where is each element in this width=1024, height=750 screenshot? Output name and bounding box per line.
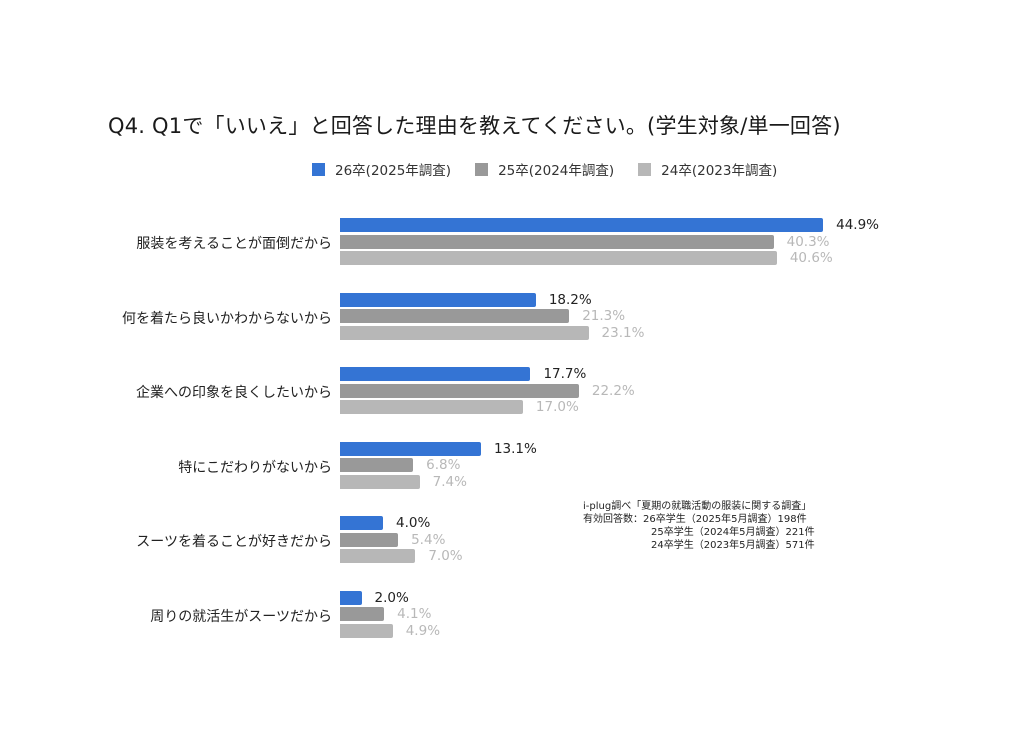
legend-label: 26卒(2025年調査)	[335, 163, 452, 179]
value-label: 4.9%	[405, 622, 441, 639]
value-label: 7.4%	[432, 473, 467, 490]
bar	[340, 590, 362, 605]
legend-swatch-icon	[638, 162, 652, 176]
category-label: 何を着たら良いかわからないから	[122, 310, 332, 327]
bar-row: 22.2%	[340, 382, 635, 399]
value-label: 13.1%	[493, 440, 537, 457]
bar-group: 企業への印象を良くしたいから 17.7% 22.2% 17.0%	[0, 366, 1024, 417]
bar	[340, 383, 579, 398]
bar-row: 6.8%	[340, 457, 461, 473]
source-line: i-plug調べ「夏期の就職活動の服装に関する調査」	[583, 501, 812, 512]
sample-line-1: 有効回答数：26卒学生（2025年5月調査）198件	[583, 514, 807, 525]
bar-row: 17.0%	[340, 399, 579, 415]
legend-swatch-icon	[312, 162, 325, 176]
value-label: 7.0%	[428, 548, 463, 564]
legend: 26卒(2025年調査) 25卒(2024年調査) 24卒(2023年調査)	[312, 159, 777, 179]
bar-row: 23.1%	[340, 324, 645, 341]
value-label: 23.1%	[601, 324, 645, 341]
bar-row: 40.6%	[340, 250, 833, 266]
sample-line-2: 25卒学生（2024年5月調査）221件	[651, 527, 815, 538]
bar	[340, 549, 416, 563]
bar-group: 周りの就活生がスーツだから 2.0% 4.1% 4.9%	[0, 589, 1024, 641]
bar	[340, 441, 481, 456]
bar-row: 40.3%	[340, 233, 830, 250]
value-label: 6.8%	[426, 457, 461, 473]
bar-group: スーツを着ることが好きだから 4.0% 5.4% 7.0%	[0, 515, 1024, 566]
bar-row: 5.4%	[340, 531, 446, 548]
value-label: 40.6%	[789, 250, 833, 266]
bar-row: 4.9%	[340, 622, 441, 639]
value-label: 2.0%	[374, 589, 409, 606]
bar	[340, 218, 824, 232]
category-label: 企業への印象を良くしたいから	[136, 385, 332, 401]
bar	[340, 532, 399, 547]
bar-group: 服装を考えることが面倒だから 44.9% 40.3% 40.6%	[0, 217, 1024, 268]
bar-group: 特にこだわりがないから 13.1% 6.8% 7.4%	[0, 440, 1024, 492]
bar-row: 7.4%	[340, 473, 467, 490]
value-label: 18.2%	[548, 291, 592, 308]
bar	[340, 516, 384, 530]
bar	[340, 623, 393, 638]
bar-row: 44.9%	[340, 217, 879, 233]
bar	[340, 474, 420, 489]
value-label: 21.3%	[582, 308, 626, 324]
bar	[340, 251, 777, 265]
bar	[340, 458, 414, 472]
source-note: i-plug調べ「夏期の就職活動の服装に関する調査」 有効回答数：26卒学生（2…	[583, 500, 815, 552]
bar-row: 18.2%	[340, 291, 592, 308]
value-label: 5.4%	[411, 531, 446, 548]
legend-label: 25卒(2024年調査)	[498, 163, 615, 179]
category-label: 特にこだわりがないから	[178, 459, 332, 476]
bar	[340, 292, 536, 307]
bar	[340, 607, 385, 621]
chart-title: Q4. Q1で「いいえ」と回答した理由を教えてください。(学生対象/単一回答)	[108, 114, 841, 138]
value-label: 17.0%	[535, 399, 579, 415]
bar-row: 4.0%	[340, 515, 431, 531]
bar	[340, 367, 531, 381]
legend-item-25: 25卒(2024年調査)	[475, 159, 614, 179]
bar-row: 7.0%	[340, 548, 463, 564]
bar-row: 2.0%	[340, 589, 409, 606]
category-label: スーツを着ることが好きだから	[136, 534, 332, 550]
bar	[340, 400, 523, 414]
legend-label: 24卒(2023年調査)	[661, 163, 778, 179]
bar-row: 17.7%	[340, 366, 587, 382]
legend-item-26: 26卒(2025年調査)	[312, 159, 451, 179]
bar-row: 4.1%	[340, 606, 432, 622]
category-label: 服装を考えることが面倒だから	[136, 236, 332, 252]
value-label: 17.7%	[543, 366, 587, 382]
legend-swatch-icon	[475, 162, 489, 176]
value-label: 44.9%	[836, 217, 879, 233]
bar-row: 21.3%	[340, 308, 626, 324]
bar-group: 何を着たら良いかわからないから 18.2% 21.3% 23.1%	[0, 291, 1024, 343]
bar	[340, 325, 589, 340]
bar-row: 13.1%	[340, 440, 537, 457]
value-label: 4.0%	[396, 515, 431, 531]
bar	[340, 234, 774, 249]
legend-item-24: 24卒(2023年調査)	[638, 159, 777, 179]
bar	[340, 309, 570, 323]
sample-line-3: 24卒学生（2023年5月調査）571件	[651, 540, 815, 551]
value-label: 40.3%	[786, 233, 830, 250]
value-label: 22.2%	[591, 382, 635, 399]
value-label: 4.1%	[397, 606, 432, 622]
category-label: 周りの就活生がスーツだから	[150, 608, 332, 625]
